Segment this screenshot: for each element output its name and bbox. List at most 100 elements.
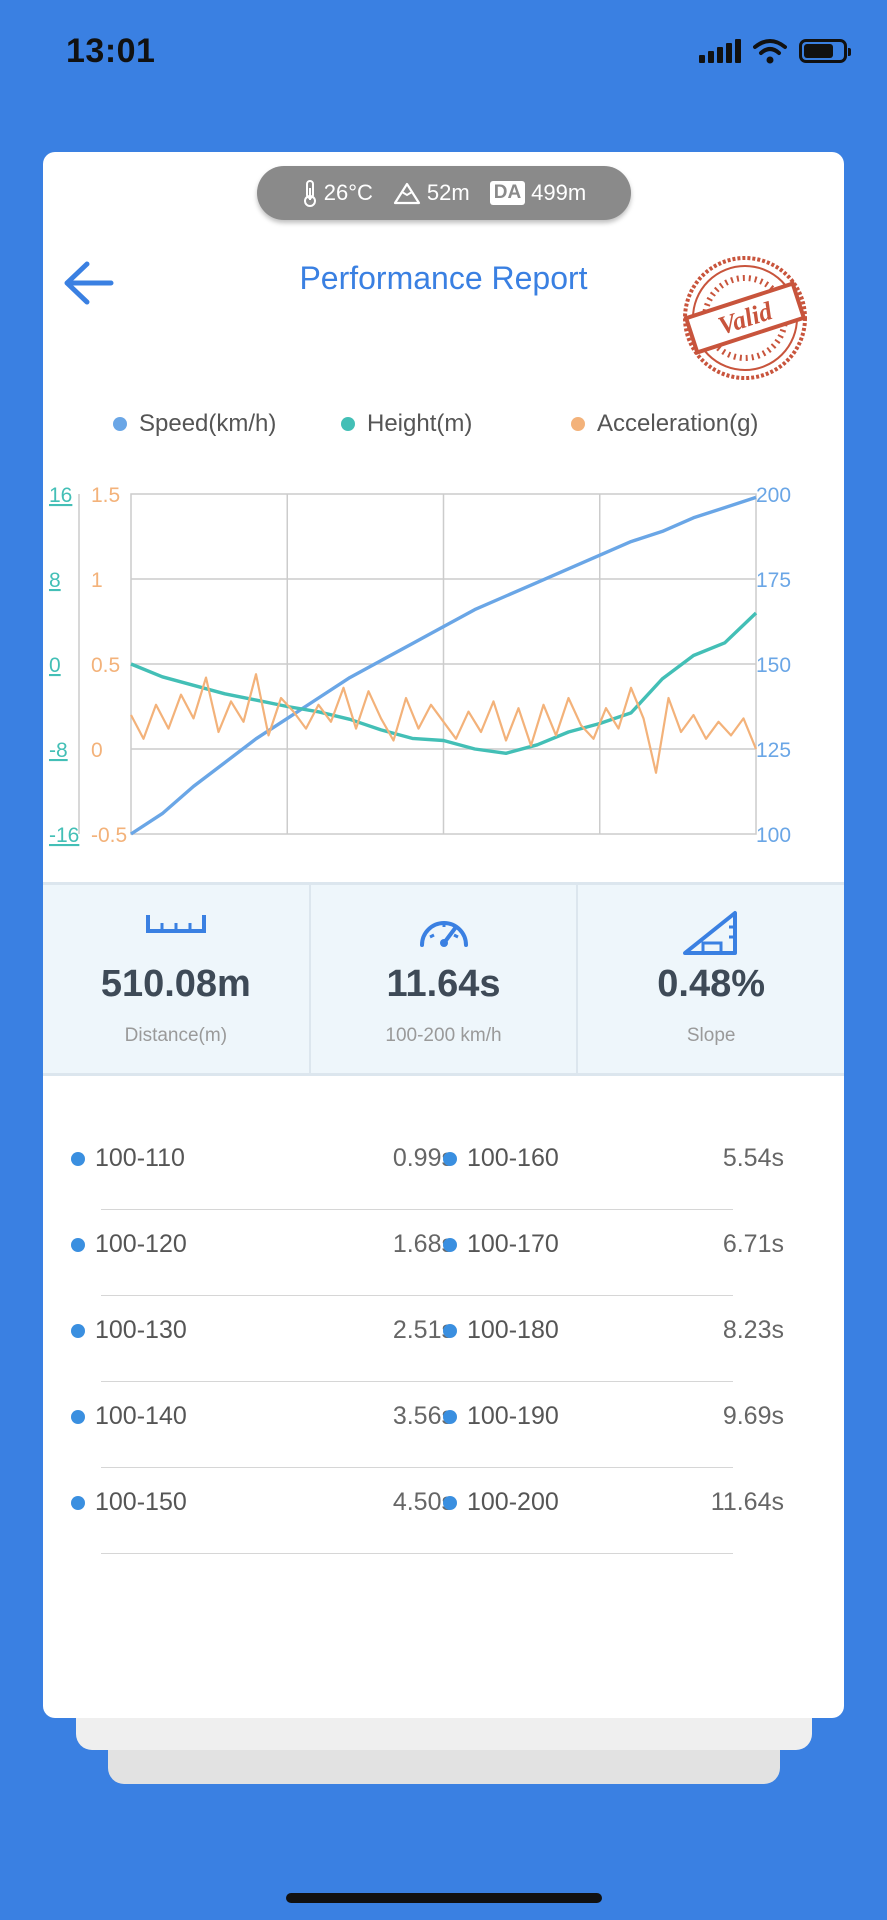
stat-label: 100-200 km/h [385, 1025, 502, 1046]
status-time: 13:01 [66, 32, 156, 70]
thermometer-icon [303, 180, 316, 207]
split-times-list: 100-110 0.99s 100-160 5.54s 100-120 1.68… [43, 1124, 844, 1554]
accel-tick-label: -0.5 [91, 824, 127, 847]
height-tick-label: 0 [49, 654, 61, 677]
height-tick-label: -8 [49, 739, 68, 762]
altitude-info: 52m [393, 180, 470, 206]
split-range-label: 100-110 [95, 1144, 185, 1172]
split-time: 8.23s [722, 1316, 784, 1344]
split-time: 11.64s [710, 1488, 784, 1516]
speed-tick-label: 125 [756, 739, 791, 762]
report-card: 26°C 52m DA 499m Performance Report Vali… [43, 152, 844, 1718]
split-time: 9.69s [722, 1402, 784, 1430]
page-title: Performance Report [299, 260, 588, 296]
da-badge: DA [489, 181, 526, 205]
split-range: 100-190 [443, 1402, 559, 1431]
split-range-label: 100-170 [467, 1230, 559, 1258]
altitude-value: 52m [426, 180, 470, 205]
bullet-dot [71, 1409, 85, 1424]
signal-icon [699, 39, 741, 63]
row-divider [101, 1381, 733, 1382]
split-row: 100-110 0.99s 100-160 5.54s [43, 1124, 844, 1210]
split-range-label: 100-150 [95, 1488, 187, 1516]
height-tick-label: 16 [49, 484, 72, 507]
stats-panel: 510.08m Distance(m) 11.64s 100-200 km/h … [43, 882, 844, 1076]
bullet-dot [71, 1237, 85, 1252]
density-altitude-info: DA 499m [489, 180, 587, 206]
accel-tick-label: 1 [91, 569, 103, 592]
legend-label: Height(m) [367, 410, 473, 437]
acceleration-series-line [130, 673, 758, 774]
temperature-value: 26°C [323, 180, 373, 205]
split-row: 100-150 4.50s 100-200 11.64s [43, 1468, 844, 1554]
speed-series-line [130, 495, 757, 836]
accel-tick-label: 0 [91, 739, 103, 762]
split-range: 100-130 [71, 1316, 187, 1345]
temperature-info: 26°C [302, 179, 373, 207]
height-tick-label: 8 [49, 569, 61, 592]
split-range-label: 100-120 [95, 1230, 187, 1258]
wifi-icon [753, 39, 787, 64]
bullet-dot [443, 1495, 457, 1510]
split-time: 5.54s [722, 1144, 784, 1172]
speed-tick-label: 175 [756, 569, 791, 592]
split-range-label: 100-140 [95, 1402, 187, 1430]
height-tick-label: -16 [49, 824, 79, 847]
split-range-label: 100-200 [467, 1488, 559, 1516]
slope-icon [683, 911, 738, 955]
environment-pill: 26°C 52m DA 499m [257, 166, 631, 220]
split-range: 100-110 [71, 1144, 185, 1173]
accel-tick-label: 1.5 [91, 484, 120, 507]
legend-label: Speed(km/h) [139, 410, 277, 437]
legend-item-height: Height(m) [341, 410, 472, 438]
bullet-dot [71, 1495, 85, 1510]
split-range: 100-200 [443, 1488, 559, 1517]
stat-value: 0.48% [657, 963, 766, 1005]
split-time: 6.71s [722, 1230, 784, 1258]
ruler-icon [145, 915, 206, 933]
split-range: 100-150 [71, 1488, 187, 1517]
stat-value: 11.64s [386, 963, 501, 1005]
legend-dot [571, 417, 585, 431]
row-divider [101, 1467, 733, 1468]
row-divider [101, 1295, 733, 1296]
split-row: 100-130 2.51s 100-180 8.23s [43, 1296, 844, 1382]
split-range: 100-120 [71, 1230, 187, 1259]
bullet-dot [443, 1409, 457, 1424]
split-range-label: 100-130 [95, 1316, 187, 1344]
performance-chart: 16 8 0 -8 -16 1.5 1 0.5 0 -0.5 200 175 150 125 100 [49, 484, 791, 847]
row-divider [101, 1553, 733, 1554]
row-divider [101, 1209, 733, 1210]
stat-time: 11.64s 100-200 km/h [308, 885, 577, 1073]
stat-label: Slope [686, 1025, 736, 1046]
legend-label: Acceleration(g) [597, 410, 759, 437]
back-arrow-icon[interactable] [61, 258, 117, 308]
legend-dot [113, 417, 127, 431]
speed-tick-label: 200 [756, 484, 791, 507]
bullet-dot [71, 1151, 85, 1166]
bullet-dot [443, 1237, 457, 1252]
split-range-label: 100-180 [467, 1316, 559, 1344]
split-range-label: 100-190 [467, 1402, 559, 1430]
status-bar: 13:01 [0, 0, 887, 100]
home-indicator[interactable] [286, 1893, 602, 1903]
speed-tick-label: 150 [756, 654, 791, 677]
valid-stamp: Valid [683, 256, 807, 380]
split-range-label: 100-160 [467, 1144, 559, 1172]
status-icons [699, 38, 851, 64]
split-row: 100-120 1.68s 100-170 6.71s [43, 1210, 844, 1296]
bullet-dot [443, 1151, 457, 1166]
split-range: 100-170 [443, 1230, 559, 1259]
legend-item-speed: Speed(km/h) [113, 410, 276, 438]
split-range: 100-140 [71, 1402, 187, 1431]
stat-value: 510.08m [100, 963, 251, 1005]
stat-distance: 510.08m Distance(m) [43, 885, 309, 1073]
speedometer-icon [419, 921, 468, 947]
battery-icon [799, 39, 851, 63]
split-row: 100-140 3.56s 100-190 9.69s [43, 1382, 844, 1468]
density-altitude-value: 499m [531, 180, 587, 205]
chart-legend: Speed(km/h) Height(m) Acceleration(g) [67, 410, 827, 446]
speed-tick-label: 100 [756, 824, 791, 847]
mountain-icon [393, 182, 421, 205]
split-range: 100-160 [443, 1144, 559, 1173]
